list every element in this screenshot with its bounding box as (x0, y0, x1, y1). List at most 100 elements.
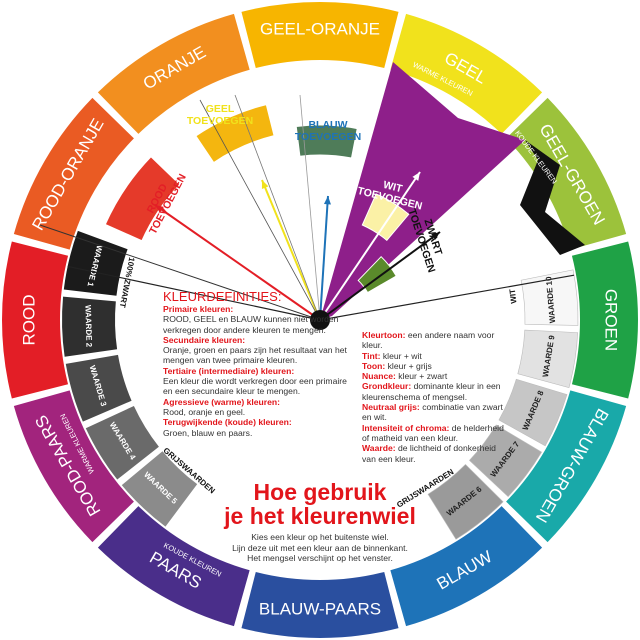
instruction-line: Kies een kleur op het buitenste wiel. (251, 532, 389, 542)
guide-line (234, 94, 321, 321)
definition-text: Een kleur die wordt verkregen door een p… (163, 376, 347, 397)
definition-term: Tint: (362, 350, 381, 361)
how-to-use: Hoe gebruik je het kleurenwiel Kies een … (190, 480, 450, 564)
segment-rood[interactable] (1, 241, 69, 399)
segment-groen[interactable] (571, 241, 638, 399)
grey-value-label: WAARDE 2 (83, 305, 93, 348)
rood-pointer-arrow (154, 204, 321, 321)
howto-title-1: Hoe gebruik (253, 479, 387, 505)
definition-item: Agressieve (warme) kleuren: Rood, oranje … (163, 397, 353, 418)
definition-text: Groen, blauw en paars. (163, 427, 253, 438)
segment-label: GEEL-ORANJE (260, 19, 380, 38)
segment-blauw-groen[interactable] (506, 390, 627, 543)
definition-term: Nuance: (362, 371, 396, 382)
definition-term: Toon: (362, 360, 386, 371)
definitions-left: KLEURDEFINITIES: Primaire kleuren: ROOD, … (163, 290, 353, 438)
howto-title-2: je het kleurenwiel (224, 503, 416, 529)
arrow-head-icon (155, 205, 164, 213)
definition-term: Neutraal grijs: (362, 402, 420, 413)
segment-oranje[interactable] (97, 13, 250, 134)
segment-rood-oranje[interactable] (13, 97, 134, 250)
arrow-head-icon (431, 232, 440, 240)
definition-text: Rood, oranje en geel. (163, 406, 246, 417)
definition-item: Tertiaire (intermediaire) kleuren: Een kl… (163, 366, 353, 397)
segment-rood-paars[interactable] (13, 390, 134, 543)
definition-term: Agressieve (warme) kleuren: (163, 396, 281, 407)
definition-text: kleur + wit (382, 350, 422, 361)
grey-value-swatch (85, 405, 159, 480)
definition-term: Kleurtoon: (362, 330, 406, 340)
segment-label: ROOD (19, 295, 38, 346)
definition-text: een andere naam voor kleur. (362, 330, 495, 351)
howto-instructions: Kies een kleur op het buitenste wiel. Lij… (190, 532, 450, 564)
zwart-swatch-window (357, 255, 397, 294)
segment-geel-oranje[interactable] (241, 1, 399, 69)
definition-item: Secundaire kleuren: Oranje, groen en paar… (163, 335, 353, 366)
grey-value-swatch (121, 451, 198, 527)
grey-value-swatch (61, 296, 118, 357)
definition-text: combinatie van zwart en wit. (362, 402, 503, 423)
definition-item: Kleurtoon: een andere naam voor kleur. (362, 330, 504, 351)
grey-value-swatch (498, 378, 568, 447)
definition-term: Primaire kleuren: (163, 304, 234, 314)
wit-pointer-arrow (319, 171, 421, 321)
add-white-label-1: WIT (382, 179, 404, 195)
add-yellow-label-1: GEEL (206, 103, 235, 115)
definition-text: kleur + zwart (398, 371, 448, 382)
white-value-label: WIT (508, 288, 519, 304)
arrow-head-icon (412, 172, 420, 181)
definition-term: Secundaire kleuren: (163, 334, 246, 345)
grey-value-swatch (65, 354, 132, 422)
definition-item: Nuance: kleur + zwart (362, 371, 504, 381)
segment-paars[interactable] (97, 506, 250, 627)
arrow-head-icon (323, 196, 331, 205)
pointer-lines (39, 94, 441, 321)
grey-value-swatch (520, 269, 579, 326)
definition-item: Tint: kleur + wit (362, 351, 504, 361)
definition-item: Terugwijkende (koude) kleuren: Groen, bla… (163, 417, 353, 438)
definition-item: Neutraal grijs: combinatie van zwart en … (362, 402, 504, 423)
blauw-swatch-window (295, 124, 358, 159)
definition-text: dominante kleur in een kleurenschema of … (362, 381, 501, 402)
grey-value-swatch (63, 230, 128, 296)
wit-swatch-window (361, 193, 410, 242)
definition-term: Tertiaire (intermediaire) kleuren: (163, 365, 295, 376)
definition-text: de lichtheid of donkerheid van een kleur… (362, 443, 496, 464)
segment-blauw[interactable] (390, 506, 543, 627)
definition-text: kleur + grijs (387, 360, 432, 371)
grey-value-label: WAARDE 10 (544, 276, 557, 324)
instruction-line: Het mengsel verschijnt op het venster. (247, 553, 393, 563)
add-blue-label-1: BLAUW (308, 119, 347, 131)
blauw-pointer-arrow (319, 195, 329, 321)
definition-term: Grondkleur: (362, 381, 412, 392)
guide-line (39, 224, 321, 321)
rood-swatch-window (104, 156, 181, 242)
zwart-pointer-arrow (319, 231, 441, 321)
grey-value-swatch (517, 329, 579, 389)
segment-label: BLAUW-PAARS (259, 599, 381, 618)
black-marker (520, 140, 585, 255)
definition-item: Primaire kleuren: ROOD, GEEL en BLAUW kun… (163, 304, 353, 335)
definitions-right: Kleurtoon: een andere naam voor kleur. Ti… (362, 330, 504, 464)
definition-item: Grondkleur: dominante kleur in een kleur… (362, 381, 504, 402)
segment-blauw-paars[interactable] (241, 571, 399, 638)
segment-label: GROEN (602, 289, 621, 351)
definition-term: Waarde: (362, 443, 396, 454)
definition-text: de helderheid of matheid van een kleur. (362, 422, 504, 443)
definition-item: Intensiteit of chroma: de helderheid of … (362, 423, 504, 444)
definition-text: ROOD, GEEL en BLAUW kunnen niet worden v… (163, 314, 339, 335)
grey-value-swatch (469, 424, 543, 498)
guide-line (299, 94, 321, 321)
segment-geel-groen[interactable] (506, 97, 627, 250)
definition-text: Oranje, groen en paars zijn het resultaa… (163, 345, 347, 366)
segment-geel[interactable] (390, 13, 543, 134)
grey-value-swatch (427, 464, 504, 540)
definition-item: Waarde: de lichtheid of donkerheid van e… (362, 443, 504, 464)
white-window (320, 62, 525, 320)
center-pivot[interactable] (310, 310, 330, 330)
definition-term: Intensiteit of chroma: (362, 422, 450, 433)
add-yellow-label-2: TOEVOEGEN (187, 115, 253, 127)
